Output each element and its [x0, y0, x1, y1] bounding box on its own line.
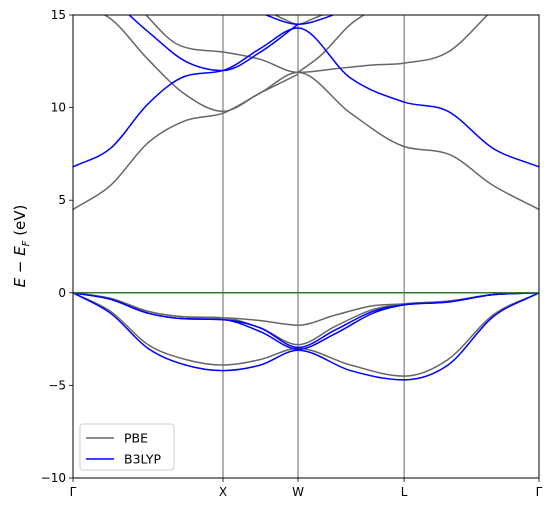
y-tick-label: 0: [58, 286, 66, 300]
y-tick-label: −5: [48, 378, 66, 392]
y-axis-label-unit: (eV): [11, 205, 29, 241]
x-tick-label-w: W: [292, 485, 304, 499]
y-tick-label: 15: [51, 8, 66, 22]
y-axis-label-main: E − E: [11, 246, 29, 288]
pbe-band-7: [73, 292, 539, 346]
b3lyp-band-5: [73, 292, 539, 351]
b3lyp-band-1: [73, 27, 539, 168]
b3lyp-band-3: [263, 15, 336, 26]
y-tick-label: −10: [41, 471, 66, 485]
y-axis-ticks: −10 −5 0 5 10 15: [41, 8, 73, 485]
legend-label-b3lyp: B3LYP: [124, 452, 161, 467]
b3lyp-band-6: [73, 292, 539, 381]
legend: PBE B3LYP: [79, 423, 175, 471]
b3lyp-band-2: [128, 15, 299, 72]
legend-label-pbe: PBE: [124, 431, 148, 446]
y-tick-label: 5: [58, 193, 66, 207]
pbe-band-2: [103, 15, 299, 113]
x-tick-label-l: L: [401, 485, 408, 499]
plot-background: [73, 15, 539, 478]
x-tick-label-x: X: [219, 485, 227, 499]
kpoint-divider-lines: [222, 15, 405, 478]
pbe-band-3: [145, 15, 489, 74]
pbe-band-1: [73, 71, 539, 211]
x-tick-label-gamma: Γ: [536, 485, 543, 499]
y-axis-label: E − EF (eV): [11, 205, 32, 288]
pbe-band-8: [73, 292, 539, 377]
pbe-band-4: [297, 15, 366, 74]
y-tick-label: 10: [51, 101, 66, 115]
plot-frame: [72, 14, 540, 479]
x-tick-label-gamma: Γ: [70, 485, 77, 499]
band-lines: [73, 15, 539, 381]
y-axis-label-subscript: F: [21, 240, 32, 246]
